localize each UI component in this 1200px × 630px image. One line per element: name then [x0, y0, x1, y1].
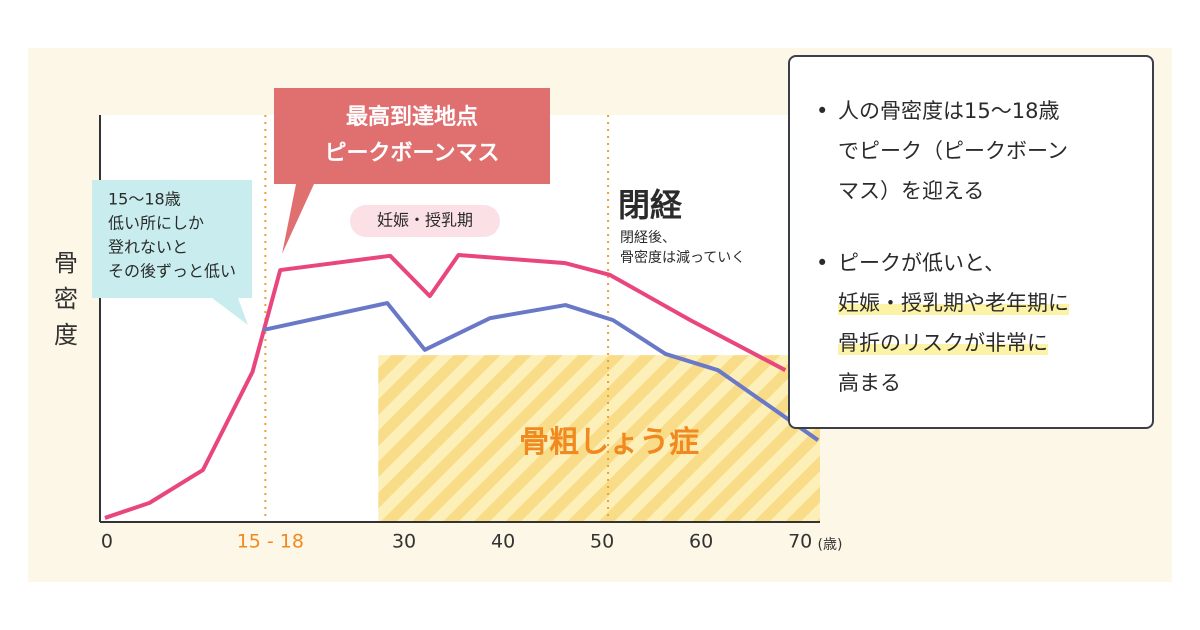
- menopause-label: 閉経: [618, 186, 683, 224]
- low-text: 登れないと: [108, 238, 188, 257]
- x-tick-label: 50: [590, 531, 614, 553]
- pregnancy-label: 妊娠・授乳期: [377, 211, 473, 230]
- menopause-note: 閉経後、: [620, 230, 676, 246]
- series-line: [262, 301, 820, 442]
- x-tick-label: 70: [788, 531, 812, 553]
- x-tick-label: 30: [392, 531, 416, 553]
- menopause-note: 骨密度は減っていく: [620, 249, 745, 266]
- low-text: 15〜18歳: [108, 190, 181, 209]
- peak-callout: [274, 88, 550, 254]
- x-tick-label: 40: [491, 531, 515, 553]
- y-axis-label: 骨密度: [54, 249, 78, 349]
- bullet-line: でピーク（ピークボーン: [838, 139, 1068, 163]
- low-callout: [92, 180, 252, 325]
- bullet-line: ピークが低いと、: [838, 251, 1006, 275]
- osteoporosis-zone: [378, 355, 820, 522]
- x-tick-label: 0: [101, 531, 113, 553]
- pregnancy-pill: [350, 205, 500, 237]
- info-panel: 人の骨密度は15〜18歳でピーク（ピークボーンマス）を迎えるピークが低いと、妊娠…: [788, 55, 1154, 429]
- osteoporosis-label: 骨粗しょう症: [519, 425, 699, 460]
- series-line: [104, 253, 787, 520]
- x-tick-label: 15 - 18: [237, 531, 304, 553]
- bullet-line: 骨折のリスクが非常に: [838, 331, 1048, 355]
- bullet-line: 高まる: [838, 371, 901, 395]
- bullet-line: 人の骨密度は15〜18歳: [838, 99, 1060, 123]
- bullet-line: 妊娠・授乳期や老年期に: [838, 291, 1069, 315]
- low-text: 低い所にしか: [108, 214, 204, 233]
- low-text: その後ずっと低い: [108, 262, 236, 281]
- bullet-line: マス）を迎える: [838, 179, 985, 203]
- x-unit: (歳): [818, 537, 843, 553]
- x-tick-label: 60: [689, 531, 713, 553]
- peak-text: 最高到達地点: [346, 104, 478, 130]
- peak-text: ピークボーンマス: [325, 141, 500, 166]
